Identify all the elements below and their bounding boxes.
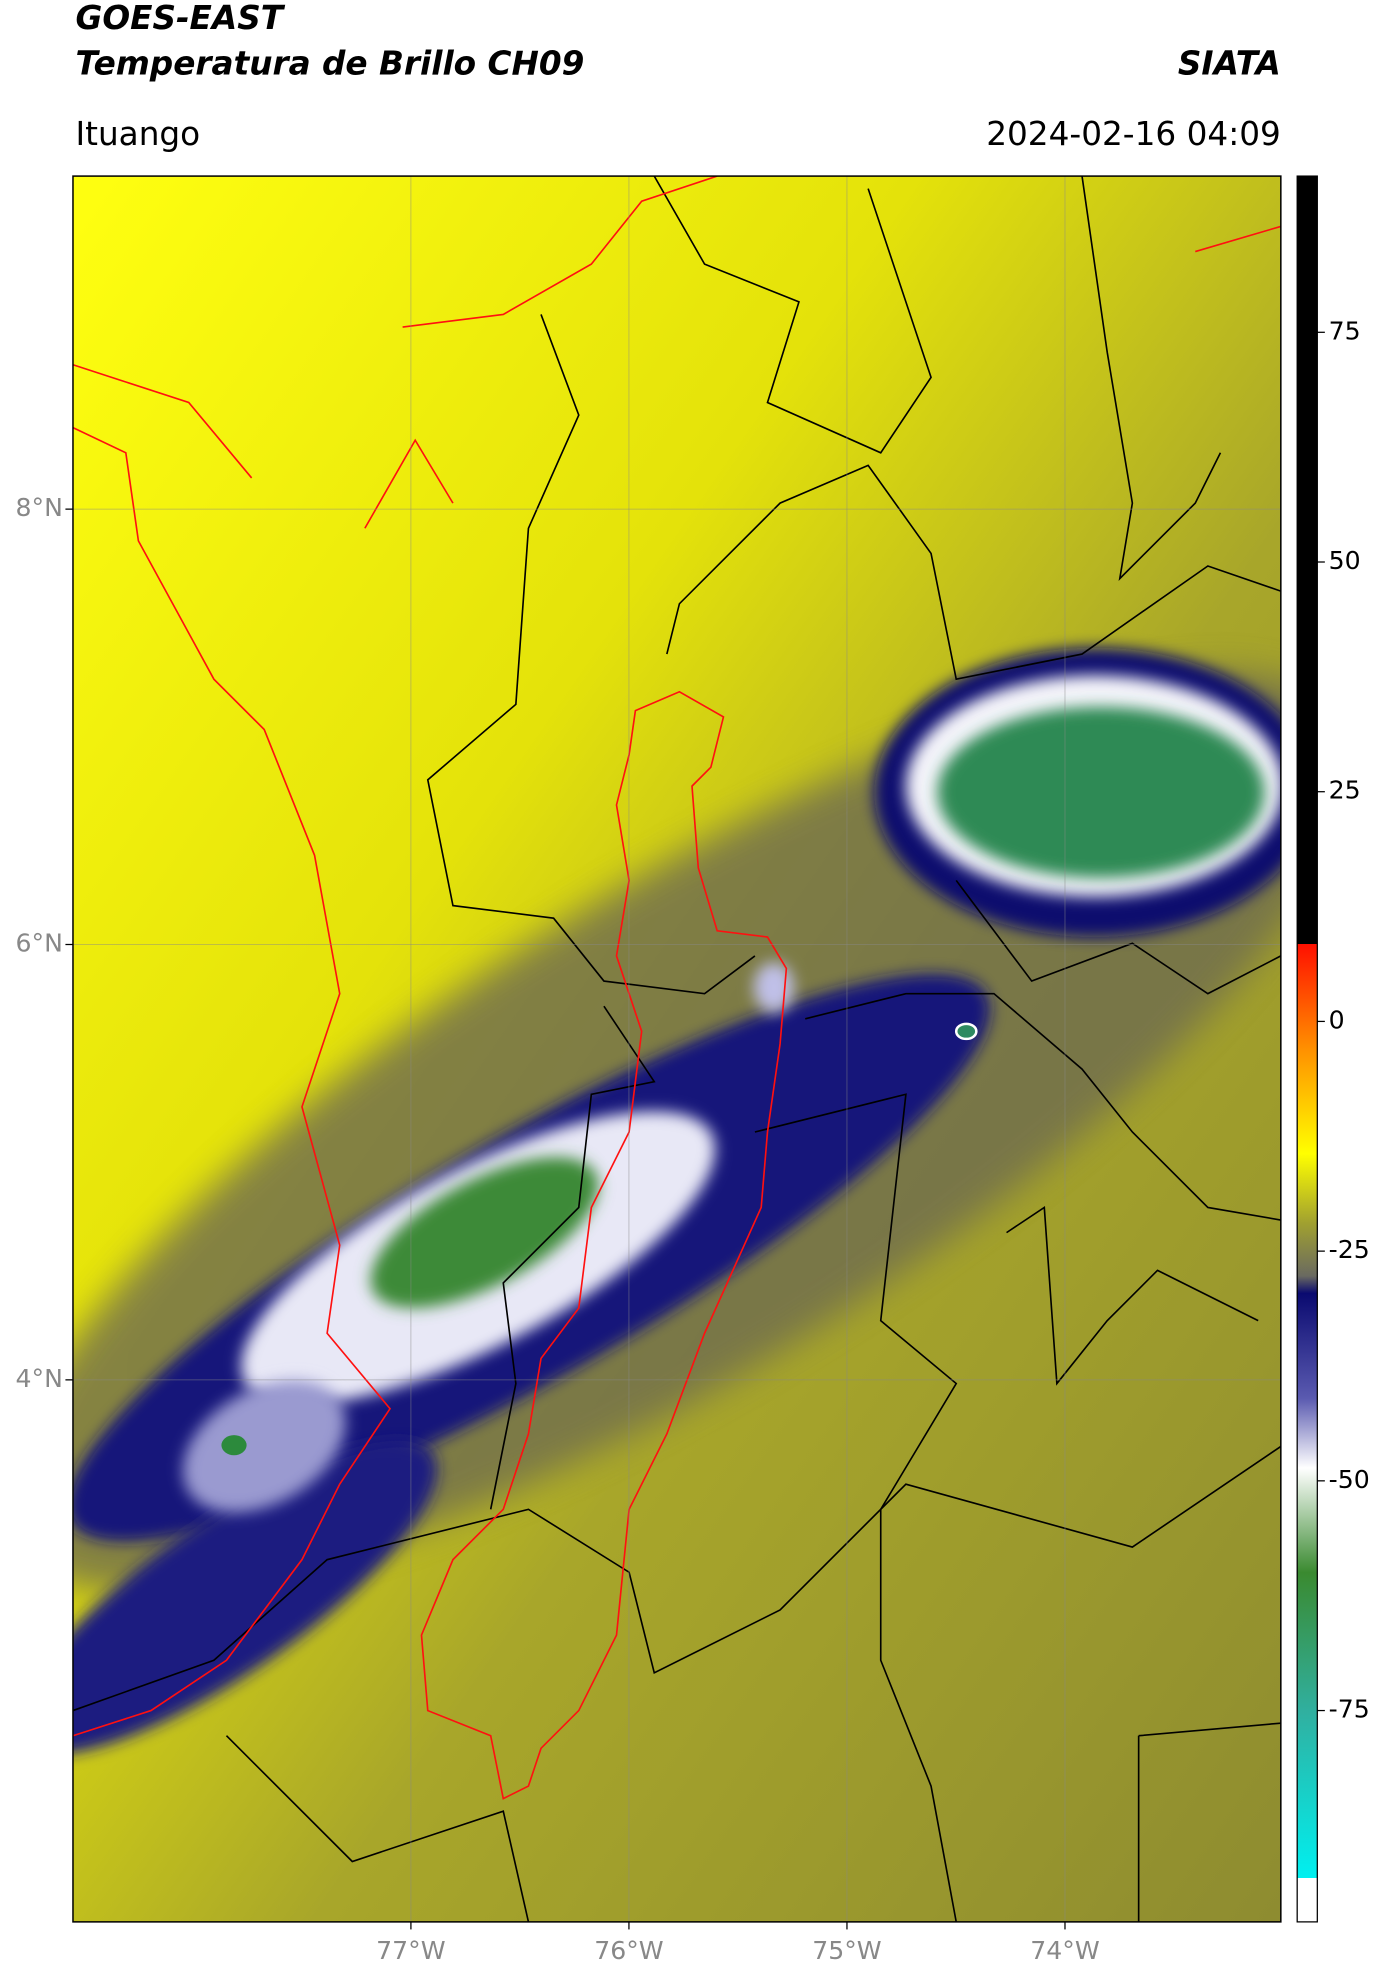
- x-tick-label: 75°W: [812, 1936, 882, 1965]
- colorbar-tick-label: -75: [1329, 1695, 1370, 1724]
- y-tick-label: 6°N: [16, 929, 63, 958]
- colorbar-tick-label: -25: [1329, 1235, 1370, 1264]
- grid: [72, 176, 1281, 1922]
- y-tick-label: 4°N: [16, 1364, 63, 1393]
- location: Ituango: [75, 115, 200, 153]
- colorbar-tick-label: 75: [1329, 316, 1361, 345]
- colorbar-tick-label: 25: [1329, 776, 1361, 805]
- colorbar-tick-label: 50: [1329, 546, 1361, 575]
- title: GOES-EAST: [75, 0, 285, 37]
- map-frame: [72, 175, 1282, 1923]
- subtitle: Temperatura de Brillo CH09: [75, 44, 584, 82]
- colorbar-tick-label: 0: [1329, 1005, 1345, 1034]
- colorbar-tick-label: -50: [1329, 1465, 1370, 1494]
- organization: SIATA: [1178, 44, 1281, 82]
- datetime: 2024-02-16 04:09: [986, 115, 1281, 153]
- satellite-image: [72, 176, 1281, 1922]
- y-tick-label: 8°N: [16, 493, 63, 522]
- x-tick-label: 77°W: [376, 1936, 446, 1965]
- colorbar: [1296, 175, 1318, 1923]
- x-tick-label: 76°W: [594, 1936, 664, 1965]
- x-tick-label: 74°W: [1030, 1936, 1100, 1965]
